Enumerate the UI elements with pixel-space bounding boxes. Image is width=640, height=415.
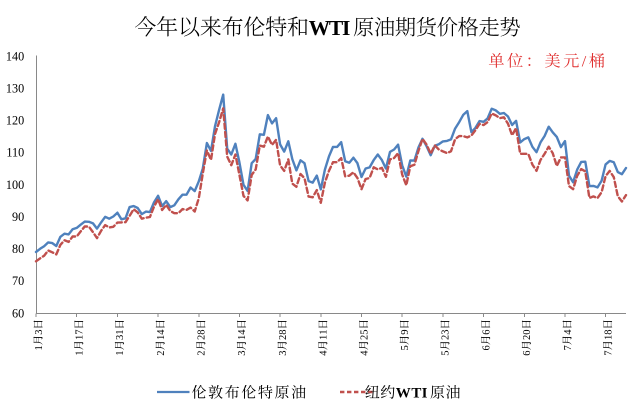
svg-text:1: 1: [156, 335, 167, 340]
svg-text:7: 7: [563, 345, 574, 350]
svg-text:8: 8: [197, 330, 208, 335]
svg-text:4: 4: [563, 329, 574, 335]
svg-text:3: 3: [34, 330, 45, 335]
svg-text:T: T: [329, 16, 344, 40]
svg-text:4: 4: [156, 329, 167, 335]
svg-text:110: 110: [6, 146, 24, 160]
svg-text:3: 3: [237, 351, 248, 356]
svg-text:I: I: [422, 386, 428, 402]
svg-text:6: 6: [481, 330, 492, 335]
svg-text:I: I: [342, 16, 350, 40]
svg-text:2: 2: [197, 351, 208, 356]
svg-text:7: 7: [603, 351, 614, 356]
svg-text:5: 5: [359, 330, 370, 335]
svg-text:1: 1: [603, 335, 614, 340]
svg-text:80: 80: [12, 242, 24, 256]
svg-text:1: 1: [319, 335, 330, 340]
svg-text:1: 1: [115, 330, 126, 335]
svg-text:5: 5: [441, 351, 452, 356]
svg-text:2: 2: [156, 351, 167, 356]
svg-text:W: W: [309, 16, 331, 40]
svg-text:2: 2: [278, 335, 289, 340]
svg-text:1: 1: [75, 351, 86, 356]
svg-text:1: 1: [319, 330, 330, 335]
svg-text:W: W: [396, 386, 411, 402]
svg-text:5: 5: [400, 345, 411, 350]
svg-text:1: 1: [115, 351, 126, 356]
svg-text:120: 120: [6, 114, 24, 128]
svg-text:7: 7: [75, 330, 86, 335]
svg-text:9: 9: [400, 330, 411, 335]
svg-text:2: 2: [522, 335, 533, 340]
svg-text:4: 4: [319, 350, 330, 356]
svg-text:90: 90: [12, 210, 24, 224]
svg-text:2: 2: [359, 335, 370, 340]
svg-text:100: 100: [6, 178, 24, 192]
svg-text:1: 1: [34, 345, 45, 350]
svg-text:4: 4: [359, 350, 370, 356]
svg-text:4: 4: [237, 329, 248, 335]
svg-text:2: 2: [441, 335, 452, 340]
svg-text:3: 3: [278, 351, 289, 356]
svg-text:0: 0: [522, 330, 533, 335]
svg-text:6: 6: [522, 351, 533, 356]
svg-text:6: 6: [481, 345, 492, 350]
svg-text:130: 130: [6, 81, 24, 95]
svg-text:3: 3: [441, 330, 452, 335]
svg-text:T: T: [411, 386, 421, 402]
svg-text:/: /: [582, 53, 587, 71]
svg-text:140: 140: [6, 49, 24, 63]
svg-text:8: 8: [278, 330, 289, 335]
svg-text:60: 60: [12, 306, 24, 320]
svg-text:2: 2: [197, 335, 208, 340]
svg-text:3: 3: [115, 335, 126, 340]
svg-text:1: 1: [75, 335, 86, 340]
svg-text:8: 8: [603, 330, 614, 335]
svg-text:1: 1: [237, 335, 248, 340]
svg-text:70: 70: [12, 274, 24, 288]
